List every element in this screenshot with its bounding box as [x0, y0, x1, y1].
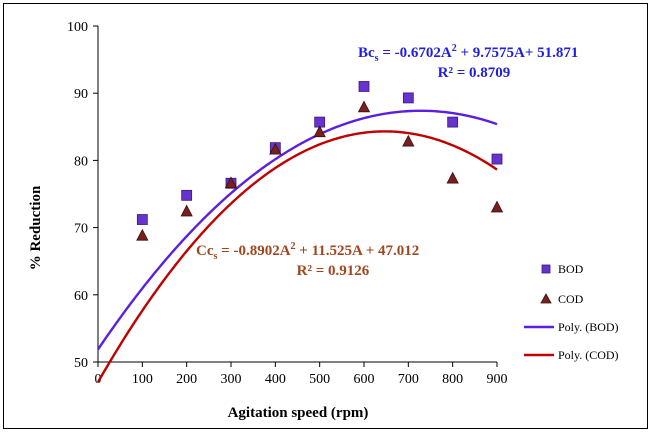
cod-eq-sub: s [214, 251, 218, 262]
y-tick-label: 90 [74, 87, 88, 102]
legend-marker-cod [540, 293, 552, 304]
legend-label-poly-cod: Poly. (COD) [558, 348, 619, 362]
cod-marker [224, 176, 238, 189]
y-tick-label: 80 [74, 154, 88, 169]
y-axis-title: % Reduction [28, 185, 44, 270]
bod-trendline [97, 109, 498, 351]
x-tick-label: 0 [95, 372, 102, 387]
bod-equation-text: Bcs = -0.6702A2 + 9.7575A+ 51.871 [358, 43, 578, 64]
bod-marker [136, 214, 148, 225]
cod-equation-text: Ccs = -0.8902A2 + 11.525A + 47.012 [196, 241, 419, 262]
y-tick-label: 100 [67, 20, 88, 35]
legend: BOD COD Poly. (BOD) Poly. (COD) [524, 262, 619, 362]
bod-eq-rest: = -0.6702A [379, 45, 452, 61]
bod-r2: R² = 0.8709 [438, 65, 511, 81]
x-tick-label: 400 [265, 372, 286, 387]
x-tick-label: 300 [221, 372, 242, 387]
legend-item-cod: COD [540, 292, 584, 306]
cod-eq-tail: + 11.525A + 47.012 [296, 243, 420, 259]
legend-label-bod: BOD [558, 262, 584, 276]
chart-area [3, 3, 648, 429]
cod-eq-rest: = -0.8902A [217, 243, 290, 259]
plot-layer: 50 60 70 80 90 100 0 100 200 300 400 500 600 700 800 90… [67, 20, 508, 387]
y-tick-label: 70 [74, 222, 88, 237]
cod-trendline [96, 130, 498, 383]
legend-label-poly-bod: Poly. (BOD) [558, 320, 619, 334]
x-tick-label: 200 [176, 372, 197, 387]
bod-marker [358, 81, 370, 92]
bod-marker [402, 92, 414, 104]
cod-marker [446, 171, 459, 184]
bod-marker [447, 116, 459, 128]
x-tick-label: 100 [132, 372, 153, 387]
bod-eq-sub: s [375, 53, 379, 64]
bod-eq-tail: + 9.7575A+ 51.871 [457, 45, 579, 61]
x-tick-label: 600 [354, 372, 375, 387]
cod-eq-sup: 2 [291, 241, 296, 252]
cod-marker [136, 228, 149, 241]
x-tick-label: 800 [442, 372, 463, 387]
cod-marker [357, 100, 371, 113]
legend-marker-bod [541, 264, 551, 274]
cod-marker [180, 204, 193, 217]
cod-equation: Ccs = -0.8902A2 + 11.525A + 47.012 R² = … [196, 241, 419, 279]
bod-equation: Bcs = -0.6702A2 + 9.7575A+ 51.871 R² = 0… [358, 43, 578, 81]
bod-eq-sup: 2 [452, 43, 457, 54]
bod-marker [491, 153, 503, 165]
y-tick-label: 50 [74, 356, 88, 371]
legend-label-cod: COD [558, 292, 584, 306]
cod-marker [490, 200, 504, 213]
x-tick-label: 500 [309, 372, 330, 387]
y-tick-label: 60 [74, 289, 88, 304]
cod-r2: R² = 0.9126 [297, 263, 370, 279]
legend-item-poly-cod: Poly. (COD) [524, 348, 619, 362]
x-tick-label: 700 [398, 372, 419, 387]
bod-eq-main: Bc [358, 45, 375, 61]
legend-item-poly-bod: Poly. (BOD) [524, 320, 619, 334]
cod-marker [269, 142, 282, 155]
bod-marker [181, 189, 193, 201]
x-axis-title: Agitation speed (rpm) [228, 405, 369, 421]
cod-marker [402, 134, 415, 147]
cod-eq-main: Cc [196, 243, 214, 259]
legend-item-bod: BOD [541, 262, 584, 276]
x-tick-label: 900 [487, 372, 508, 387]
cod-marker [313, 125, 326, 138]
